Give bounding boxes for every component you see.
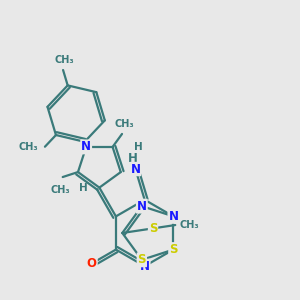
Text: N: N xyxy=(137,200,147,213)
Text: CH₃: CH₃ xyxy=(51,184,70,194)
Text: N: N xyxy=(81,140,91,153)
Text: CH₃: CH₃ xyxy=(114,118,134,129)
Text: CH₃: CH₃ xyxy=(54,55,74,65)
Text: N: N xyxy=(168,210,178,223)
Text: O: O xyxy=(87,257,97,270)
Text: S: S xyxy=(138,253,146,266)
Text: H: H xyxy=(79,183,88,193)
Text: S: S xyxy=(169,243,178,256)
Text: CH₃: CH₃ xyxy=(179,220,199,230)
Text: CH₃: CH₃ xyxy=(19,142,38,152)
Text: H: H xyxy=(134,142,142,152)
Text: N: N xyxy=(130,163,140,176)
Text: N: N xyxy=(140,260,150,273)
Text: S: S xyxy=(149,222,157,235)
Text: H: H xyxy=(128,152,138,165)
